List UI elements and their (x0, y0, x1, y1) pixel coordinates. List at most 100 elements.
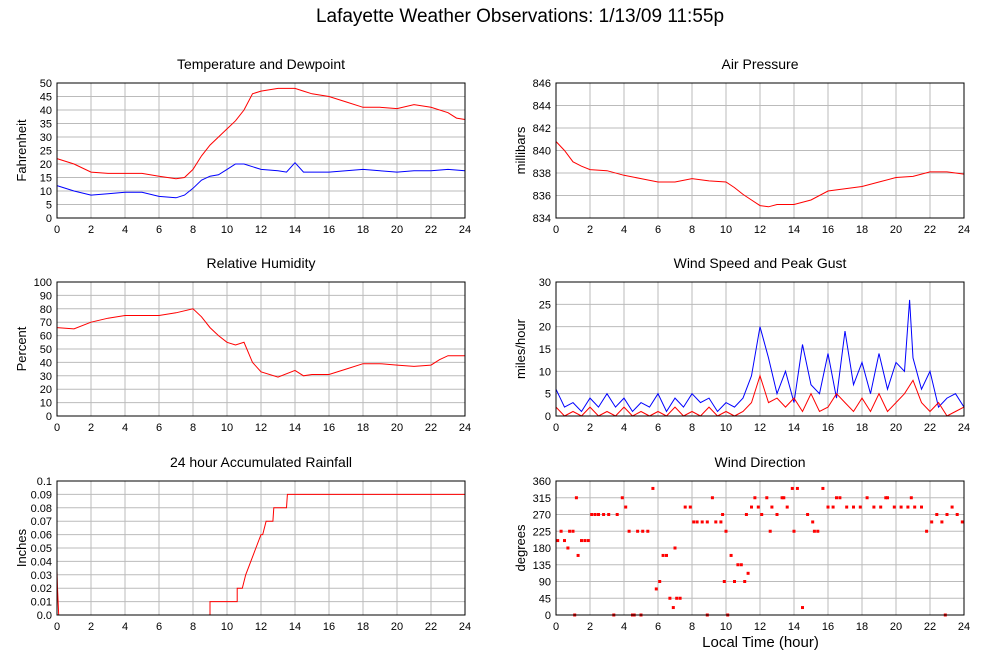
data-point (960, 520, 964, 524)
data-point (831, 505, 835, 509)
plot-frame (56, 82, 466, 219)
x-tick-label: 16 (323, 621, 335, 633)
y-tick-label: 30 (40, 371, 52, 383)
data-point (646, 529, 650, 533)
x-tick-label: 22 (425, 422, 437, 434)
data-point (930, 520, 934, 524)
data-point (816, 529, 820, 533)
y-tick-label: 842 (533, 123, 551, 135)
data-point (858, 505, 862, 509)
x-tick-label: 8 (190, 224, 196, 236)
y-tick-label: 180 (533, 543, 551, 555)
x-tick-label: 16 (822, 224, 834, 236)
data-point (756, 505, 760, 509)
x-tick-label: 10 (720, 621, 732, 633)
y-tick-label: 100 (34, 277, 52, 289)
y-tick-label: 360 (533, 476, 551, 488)
data-point (872, 505, 876, 509)
x-tick-label: 4 (621, 224, 627, 236)
x-tick-label: 12 (255, 422, 267, 434)
data-point (782, 496, 786, 500)
data-point (811, 520, 815, 524)
x-tick-label: 4 (122, 422, 128, 434)
x-tick-label: 24 (958, 224, 970, 236)
x-axis-caption: Local Time (hour) (702, 634, 819, 651)
x-tick-label: 0 (553, 224, 559, 236)
data-point (790, 486, 794, 490)
y-tick-label: 20 (40, 384, 52, 396)
page-title: Lafayette Weather Observations: 1/13/09 … (315, 6, 725, 27)
x-tick-label: 2 (88, 621, 94, 633)
x-tick-label: 20 (391, 422, 403, 434)
series-line-0 (56, 87, 466, 180)
direction-chart: 0 2 4 6 8 10 12 14 16 18 20 22 240459013518022527031… (513, 454, 970, 633)
x-tick-label: 6 (156, 224, 162, 236)
x-tick-label: 14 (788, 422, 800, 434)
data-point (705, 520, 709, 524)
y-axis-label: Inches (14, 528, 29, 567)
plot-frame (56, 480, 466, 616)
y-tick-label: 20 (539, 322, 551, 334)
series-line-0 (555, 299, 965, 413)
data-point (899, 505, 903, 509)
data-point (576, 553, 580, 557)
data-point (636, 529, 640, 533)
data-point (714, 520, 718, 524)
x-tick-label: 8 (190, 422, 196, 434)
x-tick-label: 12 (754, 621, 766, 633)
data-point (624, 505, 628, 509)
x-tick-label: 2 (587, 422, 593, 434)
y-tick-label: 270 (533, 510, 551, 522)
data-point (658, 580, 662, 583)
x-tick-label: 2 (88, 422, 94, 434)
y-tick-label: 25 (40, 146, 52, 158)
data-point (835, 496, 838, 500)
data-point (729, 553, 733, 557)
data-point (909, 496, 913, 500)
series-line-0 (56, 308, 465, 378)
series-line-0 (56, 493, 465, 616)
data-point (852, 505, 855, 509)
y-tick-label: 0.08 (31, 503, 52, 515)
x-tick-label: 8 (689, 224, 695, 236)
series-line-1 (555, 374, 965, 417)
y-tick-label: 25 (539, 299, 551, 311)
data-point (792, 529, 796, 533)
x-tick-label: 12 (255, 224, 267, 236)
y-tick-label: 834 (533, 213, 551, 225)
data-point (668, 596, 672, 600)
y-tick-label: 315 (533, 493, 551, 505)
data-point (925, 529, 929, 533)
y-tick-label: 0.06 (31, 530, 52, 542)
chart-title: Air Pressure (721, 56, 798, 72)
y-tick-label: 844 (533, 101, 551, 113)
data-point (665, 553, 668, 557)
y-tick-label: 0.03 (31, 570, 52, 582)
data-point (671, 606, 675, 610)
x-tick-label: 10 (221, 422, 233, 434)
chart-title: Wind Speed and Peak Gust (674, 255, 847, 271)
y-tick-label: 0.0 (37, 610, 52, 622)
x-tick-label: 12 (255, 621, 267, 633)
x-tick-label: 4 (122, 621, 128, 633)
x-tick-label: 14 (289, 224, 301, 236)
x-tick-label: 24 (958, 621, 970, 633)
data-point (744, 513, 748, 516)
y-axis-label: degrees (513, 524, 528, 571)
data-point (821, 486, 825, 490)
data-point (765, 496, 769, 500)
x-tick-label: 4 (621, 621, 627, 633)
data-point (563, 539, 566, 543)
x-tick-label: 6 (156, 621, 162, 633)
data-point (768, 529, 772, 533)
y-axis-label: miles/hour (513, 318, 528, 379)
y-tick-label: 0 (545, 411, 551, 423)
data-point (695, 520, 699, 524)
y-tick-label: 90 (539, 577, 551, 589)
x-tick-label: 18 (856, 224, 868, 236)
y-tick-label: 840 (533, 146, 551, 158)
y-axis-label: millibars (513, 126, 528, 174)
data-point (724, 529, 728, 533)
